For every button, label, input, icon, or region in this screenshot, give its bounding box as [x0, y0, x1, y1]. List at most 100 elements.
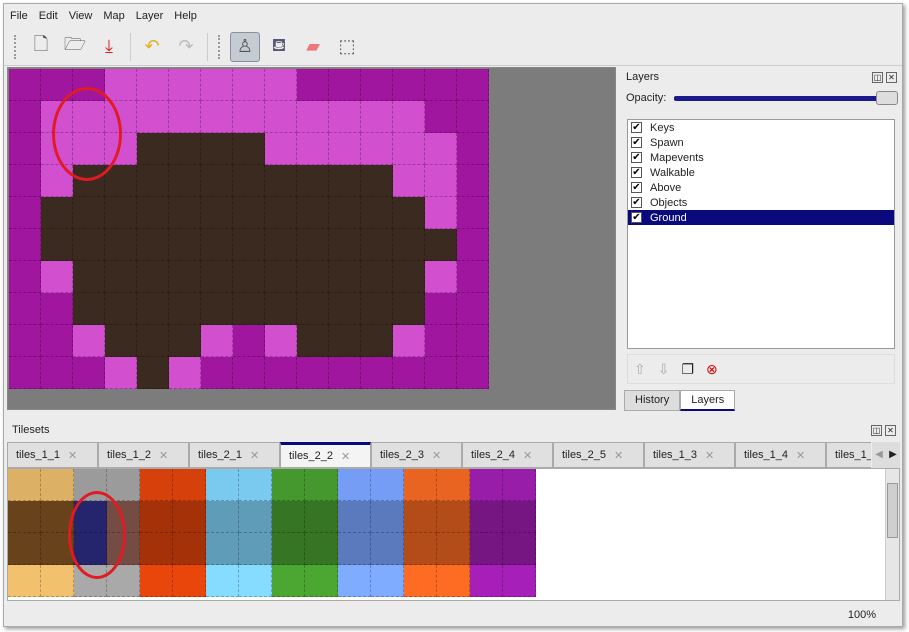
rect-select-button[interactable]: ⬚ — [332, 32, 362, 62]
map-tile[interactable] — [361, 197, 393, 229]
tileset-tile[interactable] — [470, 533, 503, 565]
map-tile[interactable] — [73, 261, 105, 293]
tileset-tile[interactable] — [371, 565, 404, 597]
close-tab-icon[interactable]: ✕ — [796, 449, 806, 462]
map-tile[interactable] — [457, 293, 489, 325]
menu-file[interactable]: File — [10, 10, 28, 22]
map-tile[interactable] — [9, 261, 41, 293]
tileset-tile[interactable] — [371, 533, 404, 565]
map-tile[interactable] — [73, 197, 105, 229]
tileset-tile[interactable] — [338, 501, 371, 533]
float-icon[interactable]: ◫ — [871, 425, 882, 436]
map-tile[interactable] — [361, 69, 393, 101]
map-tile[interactable] — [233, 293, 265, 325]
tileset-tab[interactable]: tiles_1_1 ✕ — [7, 442, 98, 468]
map-tile[interactable] — [137, 229, 169, 261]
tileset-tile[interactable] — [305, 533, 338, 565]
map-tile[interactable] — [137, 133, 169, 165]
map-tile[interactable] — [425, 325, 457, 357]
map-tile[interactable] — [41, 357, 73, 389]
map-tile[interactable] — [361, 357, 393, 389]
map-tile[interactable] — [393, 101, 425, 133]
map-tile[interactable] — [425, 261, 457, 293]
map-tile[interactable] — [329, 325, 361, 357]
layer-visibility-checkbox[interactable]: ✔ — [631, 167, 642, 178]
map-tile[interactable] — [233, 101, 265, 133]
tileset-tile[interactable] — [305, 469, 338, 501]
map-tile[interactable] — [233, 165, 265, 197]
map-tile[interactable] — [9, 69, 41, 101]
map-tile[interactable] — [169, 293, 201, 325]
tileset-tile[interactable] — [140, 501, 173, 533]
tileset-tile[interactable] — [272, 565, 305, 597]
tileset-tab[interactable]: tiles_2_3 ✕ — [371, 442, 462, 468]
map-tile[interactable] — [105, 357, 137, 389]
redo-button[interactable]: ↷ — [171, 32, 201, 62]
tileset-tile[interactable] — [371, 501, 404, 533]
tab-scroll-left-icon[interactable]: ◀ — [875, 449, 883, 460]
map-tile[interactable] — [393, 325, 425, 357]
map-tile[interactable] — [169, 69, 201, 101]
menu-edit[interactable]: Edit — [38, 10, 58, 22]
stamp-brush-button[interactable]: ♙ — [230, 31, 260, 62]
map-tile[interactable] — [137, 325, 169, 357]
map-tile[interactable] — [9, 229, 41, 261]
tileset-tile[interactable] — [173, 501, 206, 533]
tab-scroll-right-icon[interactable]: ▶ — [889, 449, 897, 460]
map-tile[interactable] — [105, 261, 137, 293]
map-tile[interactable] — [169, 357, 201, 389]
map-tile[interactable] — [41, 293, 73, 325]
close-tab-icon[interactable]: ✕ — [705, 449, 715, 462]
close-tab-icon[interactable]: ✕ — [432, 449, 442, 462]
map-tile[interactable] — [393, 197, 425, 229]
eraser-button[interactable]: ▰ — [298, 32, 328, 62]
tileset-tile[interactable] — [239, 501, 272, 533]
map-tile[interactable] — [41, 261, 73, 293]
map-tile[interactable] — [105, 197, 137, 229]
map-tile[interactable] — [425, 133, 457, 165]
map-tile[interactable] — [201, 325, 233, 357]
map-tile[interactable] — [457, 197, 489, 229]
map-tile[interactable] — [393, 261, 425, 293]
map-tile[interactable] — [105, 325, 137, 357]
duplicate-layer-icon[interactable]: ❐ — [681, 360, 695, 377]
map-tile[interactable] — [361, 325, 393, 357]
tileset-tile[interactable] — [437, 533, 470, 565]
map-tile[interactable] — [329, 69, 361, 101]
layer-item-walkable[interactable]: ✔ Walkable — [628, 165, 894, 180]
tileset-tile[interactable] — [503, 469, 536, 501]
map-tile[interactable] — [137, 69, 169, 101]
tileset-tile[interactable] — [239, 533, 272, 565]
close-tab-icon[interactable]: ✕ — [523, 449, 533, 462]
layer-visibility-checkbox[interactable]: ✔ — [631, 197, 642, 208]
map-tile[interactable] — [201, 261, 233, 293]
map-tile[interactable] — [329, 133, 361, 165]
map-tile[interactable] — [361, 229, 393, 261]
map-tile[interactable] — [265, 229, 297, 261]
tileset-tile[interactable] — [338, 469, 371, 501]
map-tile[interactable] — [297, 261, 329, 293]
tileset-tile[interactable] — [470, 469, 503, 501]
map-tile[interactable] — [233, 357, 265, 389]
tileset-tile[interactable] — [470, 565, 503, 597]
map-tile[interactable] — [425, 69, 457, 101]
layer-visibility-checkbox[interactable]: ✔ — [631, 212, 642, 223]
map-tile[interactable] — [105, 165, 137, 197]
layer-visibility-checkbox[interactable]: ✔ — [631, 122, 642, 133]
scrollbar-thumb[interactable] — [887, 483, 898, 538]
map-tile[interactable] — [9, 101, 41, 133]
tileset-tab[interactable]: tiles_2_5 ✕ — [553, 442, 644, 468]
map-tile[interactable] — [169, 261, 201, 293]
map-tile[interactable] — [457, 357, 489, 389]
map-tile[interactable] — [169, 101, 201, 133]
tileset-tile[interactable] — [305, 565, 338, 597]
map-tile[interactable] — [393, 69, 425, 101]
map-tile[interactable] — [169, 229, 201, 261]
map-tile[interactable] — [297, 69, 329, 101]
map-tile[interactable] — [297, 133, 329, 165]
tileset-tile[interactable] — [272, 501, 305, 533]
vertical-scrollbar[interactable] — [885, 469, 899, 600]
map-tile[interactable] — [297, 197, 329, 229]
layer-item-ground[interactable]: ✔ Ground — [628, 210, 894, 225]
map-tile[interactable] — [201, 133, 233, 165]
